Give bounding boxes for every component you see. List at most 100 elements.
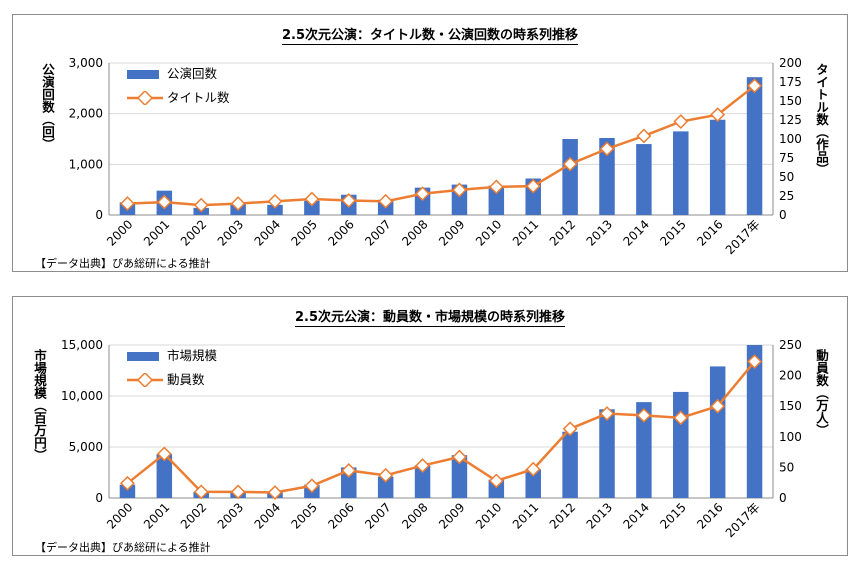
x-tick-label: 2017年 (723, 500, 763, 540)
line-point (193, 197, 209, 213)
line-point (673, 114, 689, 129)
x-tick-label: 2003 (215, 217, 246, 248)
line-series (127, 84, 756, 207)
y-axis-label: 公演回数（回） (40, 63, 55, 151)
line-point (156, 446, 172, 462)
line-point (415, 186, 430, 202)
line-point (488, 179, 504, 195)
x-tick-label: 2003 (215, 500, 246, 531)
x-tick-label: 2010 (473, 500, 504, 531)
x-tick-label: 2009 (436, 500, 467, 531)
x-tick-label: 2006 (325, 217, 356, 248)
x-tick-label: 2007 (362, 217, 393, 248)
line-markers (120, 354, 762, 500)
line-point (304, 478, 320, 494)
y2-tick-label: 200 (779, 369, 802, 383)
x-tick-label: 2015 (657, 217, 688, 248)
y2-tick-label: 0 (779, 491, 787, 505)
bar (341, 467, 357, 498)
y2-tick-label: 200 (779, 56, 802, 70)
legend-line-swatch (127, 91, 163, 105)
bar (673, 391, 689, 498)
line-point (710, 107, 726, 123)
line-point (710, 398, 726, 414)
y-tick-label: 3,000 (69, 56, 103, 70)
line-markers (120, 78, 762, 213)
x-tick-label: 2004 (252, 217, 283, 248)
legend-bar-swatch (127, 70, 159, 79)
y2-tick-label: 100 (779, 430, 802, 444)
line-point (120, 196, 135, 212)
x-tick-label: 2002 (178, 500, 209, 531)
line-point (415, 458, 430, 473)
x-tick-label: 2005 (289, 217, 320, 248)
x-tick-label: 2000 (104, 217, 135, 248)
x-tick-label: 2011 (510, 500, 541, 531)
line-point (488, 473, 504, 489)
y2-tick-label: 75 (779, 151, 794, 165)
bar (636, 144, 652, 215)
x-tick-label: 2010 (473, 217, 504, 248)
line-point (378, 467, 394, 483)
bar (636, 402, 652, 498)
bar (414, 465, 431, 498)
x-tick-label: 2004 (252, 500, 283, 531)
y-tick-label: 0 (95, 208, 103, 222)
line-point (599, 406, 615, 421)
x-tick-label: 2005 (289, 500, 320, 531)
x-tick-label: 2000 (104, 500, 135, 531)
bar (709, 119, 726, 215)
legend-bar-swatch (127, 352, 159, 361)
bar (119, 484, 136, 498)
y2-tick-label: 50 (779, 170, 794, 184)
legend-line-swatch (127, 373, 163, 387)
bar (377, 476, 394, 498)
gridlines (109, 62, 773, 165)
x-tick-label: 2002 (178, 217, 209, 248)
bar (599, 137, 615, 215)
y2-tick-label: 125 (779, 113, 802, 127)
x-tick-label: 2008 (399, 500, 430, 531)
y2-tick-label: 0 (779, 208, 787, 222)
line-point (525, 461, 541, 477)
bar (488, 185, 505, 215)
x-tick-label: 2016 (694, 217, 725, 248)
line-point (230, 196, 246, 212)
bar (267, 204, 283, 215)
y2-tick-label: 250 (779, 338, 802, 352)
legend-label: タイトル数 (167, 90, 230, 105)
bar (746, 77, 763, 215)
line-point (562, 156, 578, 172)
x-tick-label: 2011 (510, 217, 541, 248)
y-tick-label: 15,000 (61, 338, 103, 352)
bar (709, 366, 726, 498)
line-point (304, 191, 320, 207)
line-point (267, 193, 283, 209)
bar (451, 455, 468, 498)
y-tick-label: 0 (95, 491, 103, 505)
y-axis-label: 市場規模（百万円） (32, 349, 47, 462)
line-point (230, 484, 246, 500)
bar (525, 469, 541, 498)
y-tick-label: 5,000 (69, 440, 103, 454)
line-point (120, 475, 135, 491)
line-point (562, 421, 578, 437)
x-tick-label: 2008 (399, 217, 430, 248)
line-point (673, 410, 689, 426)
line-series (126, 360, 756, 494)
line-point (747, 78, 762, 94)
bar (156, 454, 173, 498)
chart-title: 2.5次元公演：動員数・市場規模の時系列推移 (294, 310, 566, 327)
legend-label: 公演回数 (167, 66, 218, 81)
x-tick-label: 2013 (584, 217, 615, 248)
line-point (267, 485, 283, 500)
x-tick-label: 2017年 (723, 217, 763, 257)
bar (562, 139, 578, 215)
line-point (525, 178, 541, 194)
line-point (636, 407, 652, 423)
y2-tick-label: 25 (779, 189, 794, 203)
legend-label: 動員数 (167, 372, 205, 387)
line-point (452, 449, 467, 465)
x-tick-label: 2012 (547, 217, 578, 248)
line-point (378, 193, 394, 209)
